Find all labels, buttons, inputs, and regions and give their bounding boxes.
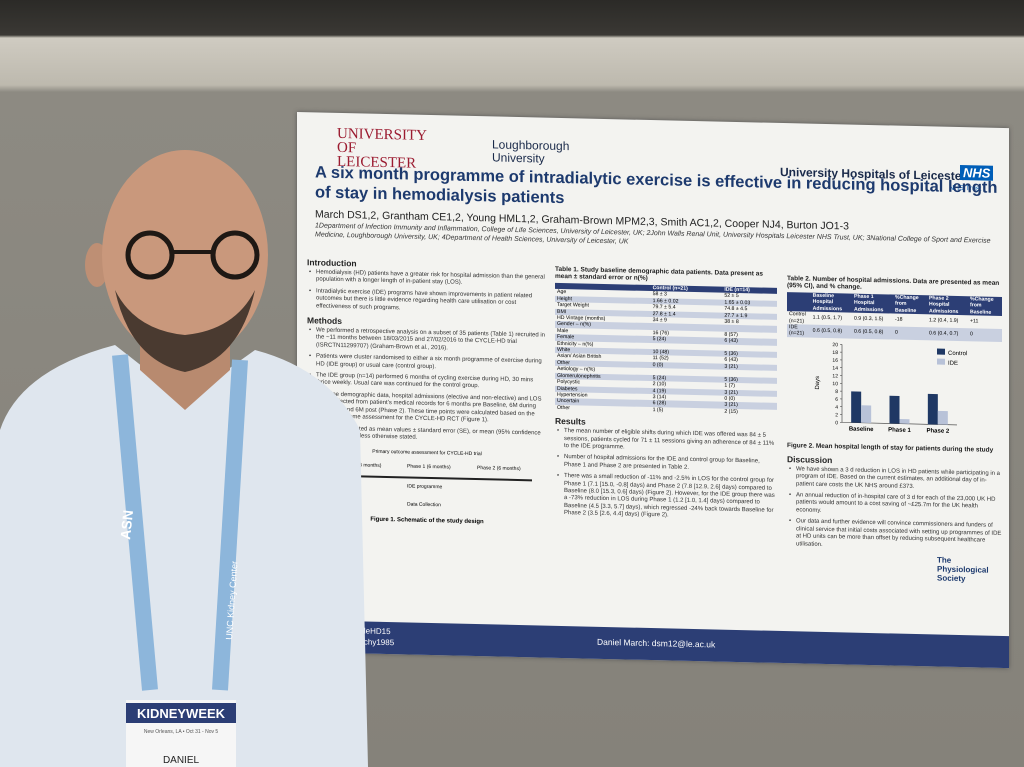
logo-society: The Physiological Society — [937, 555, 989, 584]
header-cell: %Change from Baseline — [892, 294, 927, 315]
bullet: Intradialytic exercise (IDE) programs ha… — [316, 288, 545, 315]
bullet: We performed a retrospective analysis on… — [316, 327, 545, 354]
figure-caption: Figure 2. Mean hospital length of stay f… — [787, 441, 994, 454]
fig1-label: Primary outcome assessment for CYCLE-HD … — [372, 449, 481, 457]
cell: 1.2 (0.4, 1.9) — [928, 317, 959, 325]
handle: @Marchy1985 — [342, 637, 395, 648]
fig1-label: Data Collection — [407, 502, 441, 509]
bullet: There was a small reduction of -11% and … — [564, 473, 777, 522]
cell: -18 — [894, 316, 903, 324]
cell: 0.6 (0.5, 0.8) — [851, 325, 893, 340]
header-cell: Phase 1 Hospital Admissions — [851, 293, 893, 314]
badge-sub: New Orleans, LA • Oct 31 - Nov 5 — [144, 729, 218, 735]
lanyard-text: ASN — [117, 509, 136, 540]
bullet: The IDE group (n=14) performed 6 months … — [316, 372, 545, 392]
badge-name: DANIEL — [163, 755, 200, 766]
bullet: Our data and further evidence will convi… — [796, 519, 1002, 553]
header-cell: %Change from Baseline — [967, 296, 1002, 317]
left-column: IntroductionHemodialysis (HD) patients h… — [307, 252, 545, 534]
fig1-caption: Figure 1. Schematic of the study design — [370, 517, 484, 526]
bar — [851, 391, 862, 423]
y-tick-label: 12 — [832, 373, 838, 379]
contact: Daniel March: dsm12@le.ac.uk — [597, 636, 716, 650]
cell: IDE (n=21) — [787, 324, 811, 338]
y-tick-label: 18 — [832, 350, 838, 356]
bullet: We have shown a 3 d reduction in LOS in … — [796, 466, 1002, 493]
cell: Control (n=21) — [789, 311, 806, 325]
header-cell: Baseline Hospital Admissions — [810, 292, 852, 313]
cell: 0 — [967, 328, 1002, 342]
bullet: An annual reduction of in-hospital care … — [796, 492, 1002, 519]
legend-label: IDE — [948, 361, 958, 367]
header-cell — [787, 292, 811, 312]
table-caption: Table 1. Study baseline demographic data… — [555, 265, 763, 282]
bullet: Data are presented as mean values ± stan… — [316, 425, 545, 445]
bullet: Hemodialysis (HD) patients have a greate… — [316, 269, 545, 289]
fig1-label: Baseline (6 months) — [337, 462, 382, 469]
cell: 0.6 (0.5, 0.8) — [810, 324, 852, 339]
lanyard-text: UNC Kidney Center — [224, 561, 239, 641]
cell: Other — [557, 404, 570, 411]
cell: 0.6 (0.4, 0.7) — [926, 327, 968, 342]
bar — [899, 418, 910, 424]
twitter: @CycleHD15 @Marchy1985 — [342, 625, 394, 648]
y-tick-label: 4 — [835, 404, 838, 410]
y-tick-label: 20 — [832, 342, 838, 348]
right-column: Table 2. Number of hospital admissions. … — [787, 275, 1002, 584]
middle-column: Table 1. Study baseline demographic data… — [555, 266, 777, 527]
bullet: The mean number of eligible shifts durin… — [564, 428, 777, 455]
bar — [937, 410, 948, 425]
header-cell: Phase 2 Hospital Admissions — [926, 295, 968, 316]
cell: 0.9 (0.3, 1.5) — [853, 316, 884, 323]
bullet: Patients were cluster randomised to eith… — [316, 354, 545, 374]
legend-swatch — [937, 358, 945, 365]
x-tick-label: Phase 2 — [926, 428, 949, 435]
cell: 2 (15) — [724, 408, 738, 415]
y-tick-label: 2 — [835, 412, 838, 418]
cell: 1 (5) — [652, 406, 664, 414]
bar — [927, 393, 938, 425]
y-tick-label: 6 — [835, 397, 838, 403]
cell: 0 — [892, 326, 927, 341]
y-tick-label: 8 — [835, 389, 838, 395]
legend-label: Control — [948, 351, 967, 357]
badge-event: KIDNEYWEEK — [137, 706, 226, 721]
y-tick-label: 0 — [835, 420, 838, 426]
logo-loughborough: Loughborough University — [492, 137, 570, 166]
y-tick-label: 14 — [832, 365, 838, 371]
x-tick-label: Baseline — [849, 426, 874, 433]
cell: 1.1 (0.5, 1.7) — [812, 315, 843, 322]
fig1-label: Phase 2 (6 months) — [477, 465, 521, 472]
cell: +11 — [969, 318, 979, 325]
figure-1: Primary outcome assessment for CYCLE-HD … — [327, 449, 532, 526]
y-tick-label: 16 — [832, 358, 838, 364]
x-tick-label: Phase 1 — [888, 427, 911, 434]
table-2: Baseline Hospital Admissions Phase 1 Hosp… — [787, 292, 1002, 342]
y-tick-label: 10 — [832, 381, 838, 387]
fig1-label: Phase 1 (6 months) — [407, 464, 451, 471]
bar — [889, 395, 900, 424]
poster: UNIVERSITY OF LEICESTER Loughborough Uni… — [297, 112, 1009, 669]
table-caption: Table 2. Number of hospital admissions. … — [787, 275, 1000, 291]
bullet: Baseline demographic data, hospital admi… — [316, 391, 545, 426]
legend-swatch — [937, 348, 945, 355]
y-axis-label: Days — [815, 376, 821, 390]
fig1-label: IDE programme — [407, 484, 443, 491]
bar — [861, 405, 872, 423]
footer-bar: @CycleHD15 @Marchy1985 Daniel March: dsm1… — [297, 620, 1009, 669]
bullet: Number of hospital admissions for the ID… — [564, 454, 777, 474]
